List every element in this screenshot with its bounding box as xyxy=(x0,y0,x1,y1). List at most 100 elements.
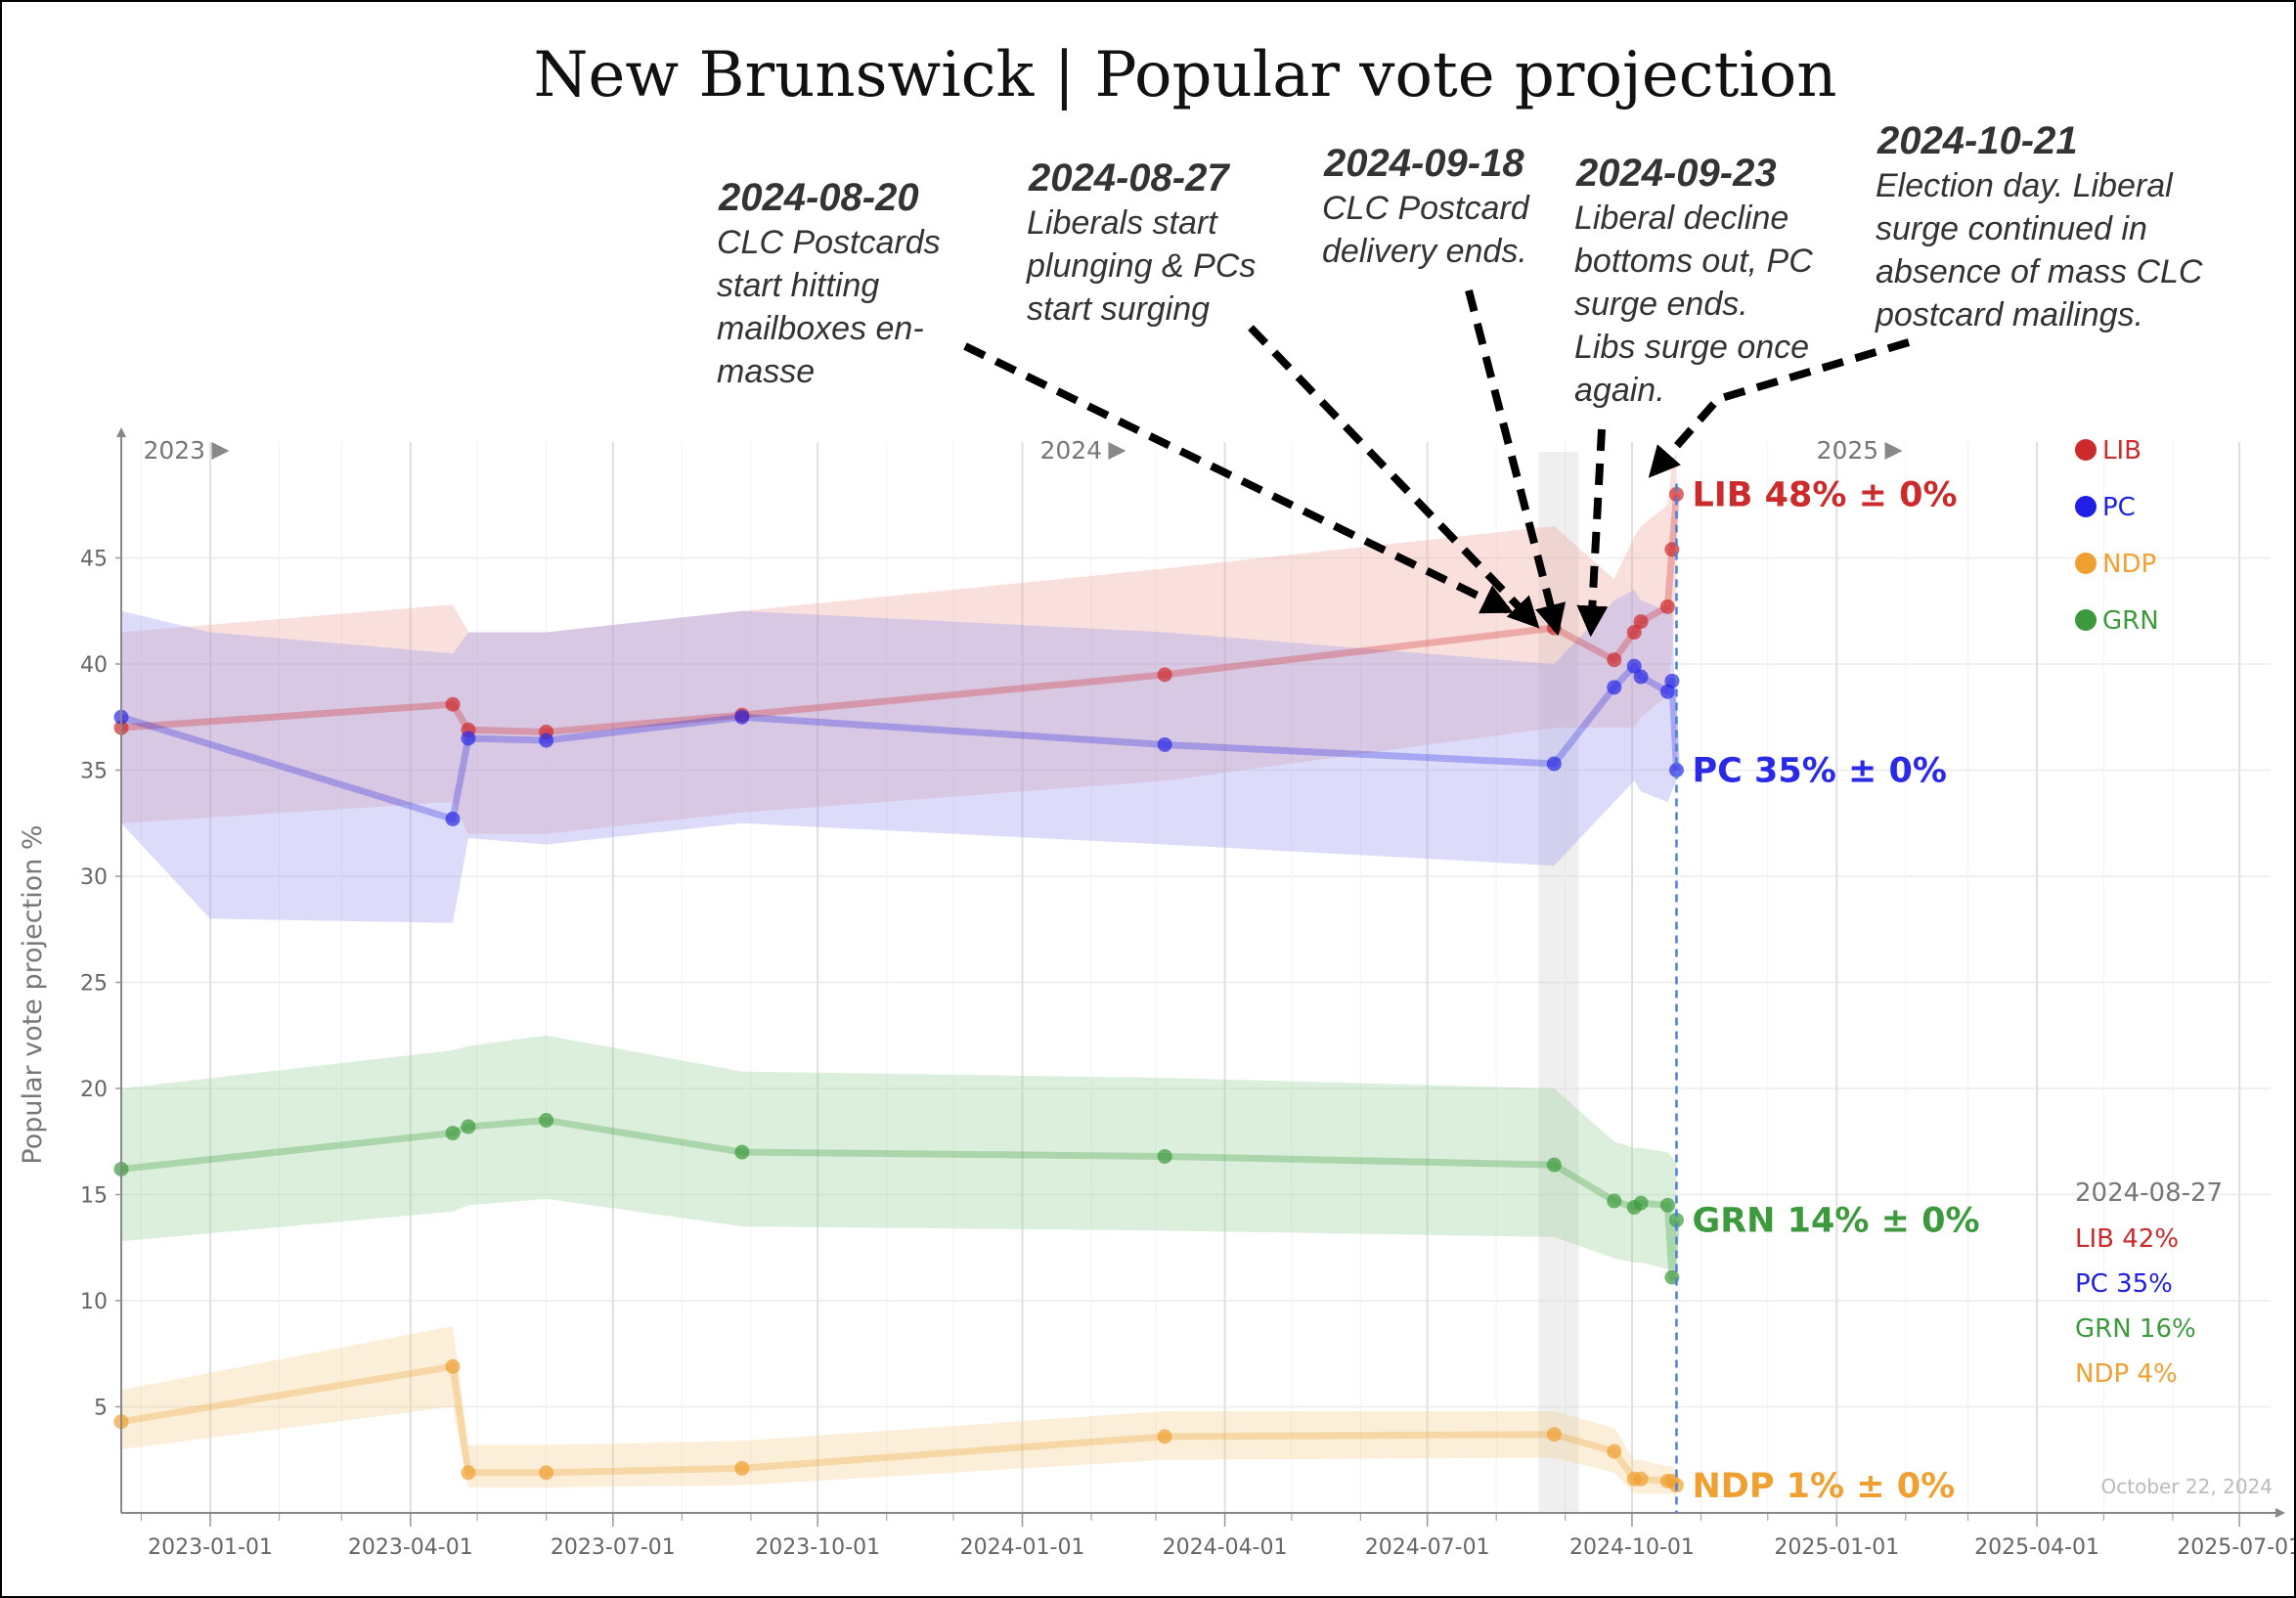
y-tick-label: 15 xyxy=(80,1184,108,1209)
x-tick-label: 2023-07-01 xyxy=(551,1535,676,1560)
point-pc xyxy=(1633,669,1649,685)
date-stamp: October 22, 2024 xyxy=(2101,1475,2273,1498)
y-tick-label: 35 xyxy=(80,760,108,784)
annotation-text: absence of mass CLC xyxy=(1876,253,2203,290)
x-tick-label: 2024-04-01 xyxy=(1163,1535,1288,1560)
band-grn xyxy=(121,1035,1677,1269)
annotation-text: Election day. Liberal xyxy=(1876,167,2174,204)
annotation-text: Liberal decline xyxy=(1574,200,1788,237)
point-lib xyxy=(1626,624,1642,640)
annotation-date: 2024-08-27 xyxy=(1028,156,1230,200)
legend-label: NDP xyxy=(2102,550,2156,579)
annotations-layer: 2024-08-20 CLC Postcards start hitting mail… xyxy=(717,119,2203,638)
point-pc xyxy=(1626,658,1642,674)
confidence-bands-layer xyxy=(121,452,1677,1498)
y-tick-label: 45 xyxy=(80,548,108,572)
point-pc xyxy=(1668,763,1684,777)
annotation-text: plunging & PCs xyxy=(1026,247,1256,285)
annotation-text: delivery ends. xyxy=(1322,233,1527,270)
point-grn xyxy=(1157,1148,1172,1164)
year-marker-arrow-icon xyxy=(1884,442,1903,460)
x-tick-label: 2025-07-01 xyxy=(2177,1535,2294,1560)
point-ndp xyxy=(1157,1429,1172,1444)
y-tick-label: 40 xyxy=(80,653,108,678)
point-lib xyxy=(1607,652,1622,668)
annotation-text: surge ends. xyxy=(1574,286,1748,323)
legend: LIB PC NDP GRN xyxy=(2075,436,2159,636)
y-tick-label: 20 xyxy=(80,1078,108,1102)
snapshot-value: PC 35% xyxy=(2075,1269,2173,1299)
y-tick-label: 5 xyxy=(94,1397,108,1421)
band-ndp xyxy=(121,1326,1677,1498)
annotation-text: start hitting xyxy=(717,267,879,304)
point-ndp xyxy=(1633,1471,1649,1487)
point-pc xyxy=(734,709,750,725)
band-pc xyxy=(121,590,1677,923)
point-lib xyxy=(1659,599,1675,614)
end-label-pc: PC 35% ± 0% xyxy=(1692,752,1946,791)
point-pc xyxy=(1157,736,1172,752)
annotation-date: 2024-09-23 xyxy=(1575,152,1777,195)
annotation-text: bottoms out, PC xyxy=(1574,243,1813,280)
y-tick-label: 10 xyxy=(80,1290,108,1314)
point-ndp xyxy=(539,1465,554,1481)
snapshot-panel: 2024-08-27 LIB 42% PC 35% GRN 16% NDP 4% xyxy=(2075,1178,2223,1389)
annotation-date: 2024-10-21 xyxy=(1877,119,2078,162)
point-lib xyxy=(1668,486,1684,502)
point-grn xyxy=(1659,1197,1675,1213)
x-tick-label: 2025-04-01 xyxy=(1974,1535,2099,1560)
annotation-date: 2024-09-18 xyxy=(1323,142,1524,185)
legend-marker-grn xyxy=(2075,609,2097,631)
legend-marker-pc xyxy=(2075,496,2097,517)
legend-marker-lib xyxy=(2075,439,2097,461)
x-tick-label: 2024-07-01 xyxy=(1365,1535,1490,1560)
legend-label: GRN xyxy=(2102,606,2159,636)
y-tick-label: 30 xyxy=(80,866,108,890)
x-tick-label: 2023-04-01 xyxy=(348,1535,473,1560)
year-marker: 2023 xyxy=(143,436,205,465)
year-marker-arrow-icon xyxy=(211,442,230,460)
point-pc xyxy=(1607,680,1622,695)
point-pc xyxy=(539,732,554,748)
annotation-text: Liberals start xyxy=(1027,204,1218,242)
annotation-text: masse xyxy=(717,353,815,390)
point-ndp xyxy=(445,1358,461,1374)
band-lib xyxy=(121,452,1677,834)
annotation-text: mailboxes en- xyxy=(717,310,924,347)
point-lib xyxy=(445,696,461,712)
point-ndp xyxy=(461,1465,476,1481)
annotation-arrow xyxy=(1248,325,1540,629)
point-grn xyxy=(1668,1213,1684,1228)
point-pc xyxy=(445,811,461,826)
data-points-layer xyxy=(113,486,1684,1493)
end-label-ndp: NDP 1% ± 0% xyxy=(1692,1467,1955,1506)
point-grn xyxy=(445,1126,461,1141)
point-grn xyxy=(1633,1195,1649,1211)
annotation-arrow xyxy=(1465,289,1567,637)
snapshot-value: GRN 16% xyxy=(2075,1314,2196,1344)
year-marker-arrow-icon xyxy=(1108,442,1126,460)
point-lib xyxy=(1157,667,1172,683)
legend-label: PC xyxy=(2102,493,2136,522)
axes-layer xyxy=(116,427,2285,1518)
point-grn xyxy=(1607,1193,1622,1209)
annotation-text: Libs surge once xyxy=(1574,329,1809,366)
x-tick-label: 2024-01-01 xyxy=(960,1535,1085,1560)
point-pc xyxy=(461,731,476,746)
x-tick-label: 2023-10-01 xyxy=(755,1535,880,1560)
annotation-text: again. xyxy=(1574,372,1665,409)
annotation-text: start surging xyxy=(1027,290,1210,328)
chart-title: New Brunswick | Popular vote projection xyxy=(534,39,1837,111)
annotation-text: postcard mailings. xyxy=(1875,296,2143,333)
x-tick-label: 2023-01-01 xyxy=(148,1535,273,1560)
year-marker: 2025 xyxy=(1817,436,1879,465)
snapshot-value: NDP 4% xyxy=(2075,1359,2178,1389)
legend-label: LIB xyxy=(2102,436,2141,466)
annotation-text: surge continued in xyxy=(1876,210,2147,247)
legend-marker-ndp xyxy=(2075,553,2097,574)
annotation-text: CLC Postcard xyxy=(1322,190,1530,227)
snapshot-value: LIB 42% xyxy=(2075,1224,2179,1254)
